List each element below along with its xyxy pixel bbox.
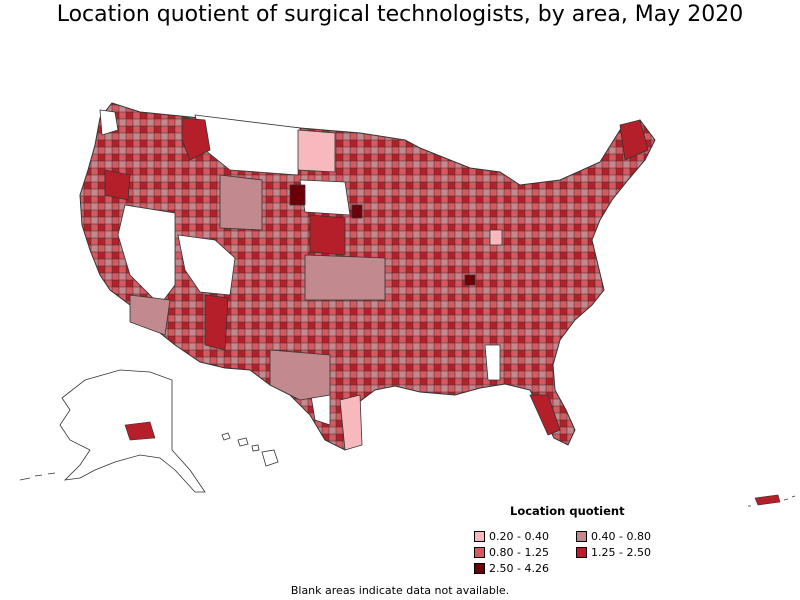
low-lq-areas [297,129,503,451]
ohio-spot [489,229,503,246]
alaska-islands [19,472,56,481]
nd-northwest [297,129,336,173]
legend-title: Location quotient [510,504,625,518]
high-lq-areas [104,117,649,436]
wy-east [289,184,306,206]
texas-gulf [339,394,363,451]
map-title: Location quotient of surgical technologi… [56,2,744,27]
alaska-anchorage [124,421,156,441]
maine [619,119,649,161]
hawaii-island-3 [251,444,260,452]
legend-swatch-0 [474,531,485,542]
legend-label-4: 2.50 - 4.26 [489,562,549,575]
legend-label-0: 0.20 - 0.40 [489,530,549,543]
legend-item-1: 0.40 - 0.80 [576,530,651,543]
legend-swatch-1 [576,531,587,542]
nebraska-east [309,214,346,256]
no-data-sd [299,179,351,216]
legend-item-2: 0.80 - 1.25 [474,546,549,559]
alaska [19,369,206,493]
no-data-ms [484,344,501,381]
no-data-utah [177,234,236,296]
legend-label-3: 1.25 - 2.50 [591,546,651,559]
kansas [304,254,386,301]
footnote: Blank areas indicate data not available. [290,584,510,597]
legend-label-2: 0.80 - 1.25 [489,546,549,559]
wyoming [219,174,263,231]
idaho-north [181,117,211,161]
legend-item-0: 0.20 - 0.40 [474,530,549,543]
legend-item-3: 1.25 - 2.50 [576,546,651,559]
legend-swatch-3 [576,547,587,558]
ky-spot [464,274,476,286]
hawaii-island-2 [237,437,249,447]
oregon-central [104,169,131,201]
ne-spot [351,204,363,219]
puerto-rico-shape [754,494,781,506]
no-data-areas [99,109,501,426]
hawaii-island-1 [221,432,231,441]
legend-swatch-2 [474,547,485,558]
legend-swatch-4 [474,563,485,574]
legend-item-4: 2.50 - 4.26 [474,562,549,575]
florida [529,394,561,436]
legend-label-1: 0.40 - 0.80 [591,530,651,543]
hawaii [221,432,279,467]
no-data-washington-coast [99,109,119,136]
texas-west [269,349,331,401]
pr-islands [748,495,796,507]
az-east [204,294,229,351]
mid-low-lq-areas [129,174,386,401]
puerto-rico [748,494,796,507]
hawaii-island-4 [261,449,279,467]
highest-lq-areas [289,184,476,286]
az-west [129,294,171,336]
